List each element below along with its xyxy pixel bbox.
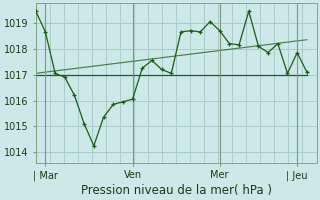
X-axis label: Pression niveau de la mer( hPa ): Pression niveau de la mer( hPa ) (81, 184, 272, 197)
